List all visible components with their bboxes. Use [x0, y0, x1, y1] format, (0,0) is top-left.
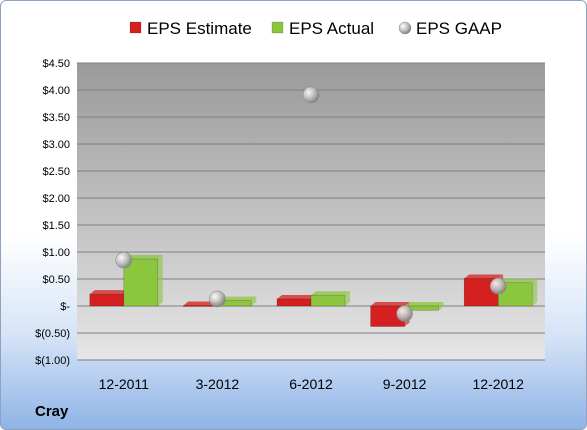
- eps-actual-bar: [310, 294, 346, 307]
- y-tick-label: $(1.00): [35, 355, 70, 367]
- bar-top-face: [277, 294, 316, 299]
- bar-side-face: [157, 255, 163, 306]
- eps-gaap-point: [302, 86, 320, 104]
- y-tick-label: $1.50: [42, 220, 70, 232]
- eps-gaap-point: [209, 290, 226, 308]
- y-tick-label: $4.00: [42, 85, 70, 97]
- x-tick-label: 6-2012: [289, 376, 333, 392]
- bar-top-face: [89, 290, 129, 295]
- bar-side-face: [251, 296, 257, 306]
- y-tick-label: $1.00: [42, 247, 70, 259]
- x-tick-label: 12-2012: [473, 376, 525, 392]
- y-tick-label: $-: [60, 301, 70, 313]
- legend-label: EPS Actual: [289, 19, 374, 38]
- bar-side-face: [345, 291, 350, 306]
- plot-area: [77, 63, 545, 360]
- y-tick-label: $0.50: [42, 274, 70, 286]
- y-tick-label: $4.50: [42, 58, 70, 70]
- eps-gaap-point: [115, 251, 133, 269]
- legend-label: EPS Estimate: [147, 19, 252, 38]
- y-tick-label: $(0.50): [35, 328, 70, 340]
- x-tick-label: 3-2012: [196, 376, 240, 392]
- eps-estimate-bar: [276, 298, 312, 307]
- eps-actual-bar: [123, 258, 159, 307]
- bar-top-face: [311, 291, 350, 296]
- bar-top-face: [498, 278, 538, 283]
- bar-top-face: [464, 274, 504, 279]
- eps-estimate-bar: [183, 305, 218, 307]
- eps-gaap-point: [489, 277, 507, 295]
- x-tick-label: 9-2012: [383, 376, 427, 392]
- legend-swatch: [398, 21, 412, 35]
- bar-top-face: [370, 302, 410, 306]
- legend-swatch: [129, 21, 142, 34]
- bar-top-face: [217, 296, 257, 301]
- bar-side-face: [438, 302, 444, 311]
- company-name: Cray: [35, 403, 69, 420]
- y-tick-label: $2.00: [42, 193, 70, 205]
- legend-label: EPS GAAP: [416, 19, 502, 38]
- x-tick-label: 12-2011: [99, 376, 150, 392]
- eps-gaap-point: [396, 305, 413, 322]
- legend-swatch: [271, 21, 284, 34]
- bar-top-face: [404, 302, 444, 306]
- y-tick-label: $3.00: [42, 139, 70, 151]
- y-tick-label: $2.50: [42, 166, 70, 178]
- eps-estimate-bar: [89, 293, 125, 307]
- bar-top-face: [123, 255, 163, 260]
- y-tick-label: $3.50: [42, 112, 70, 124]
- bar-side-face: [532, 278, 538, 306]
- eps-actual-bar: [497, 282, 533, 307]
